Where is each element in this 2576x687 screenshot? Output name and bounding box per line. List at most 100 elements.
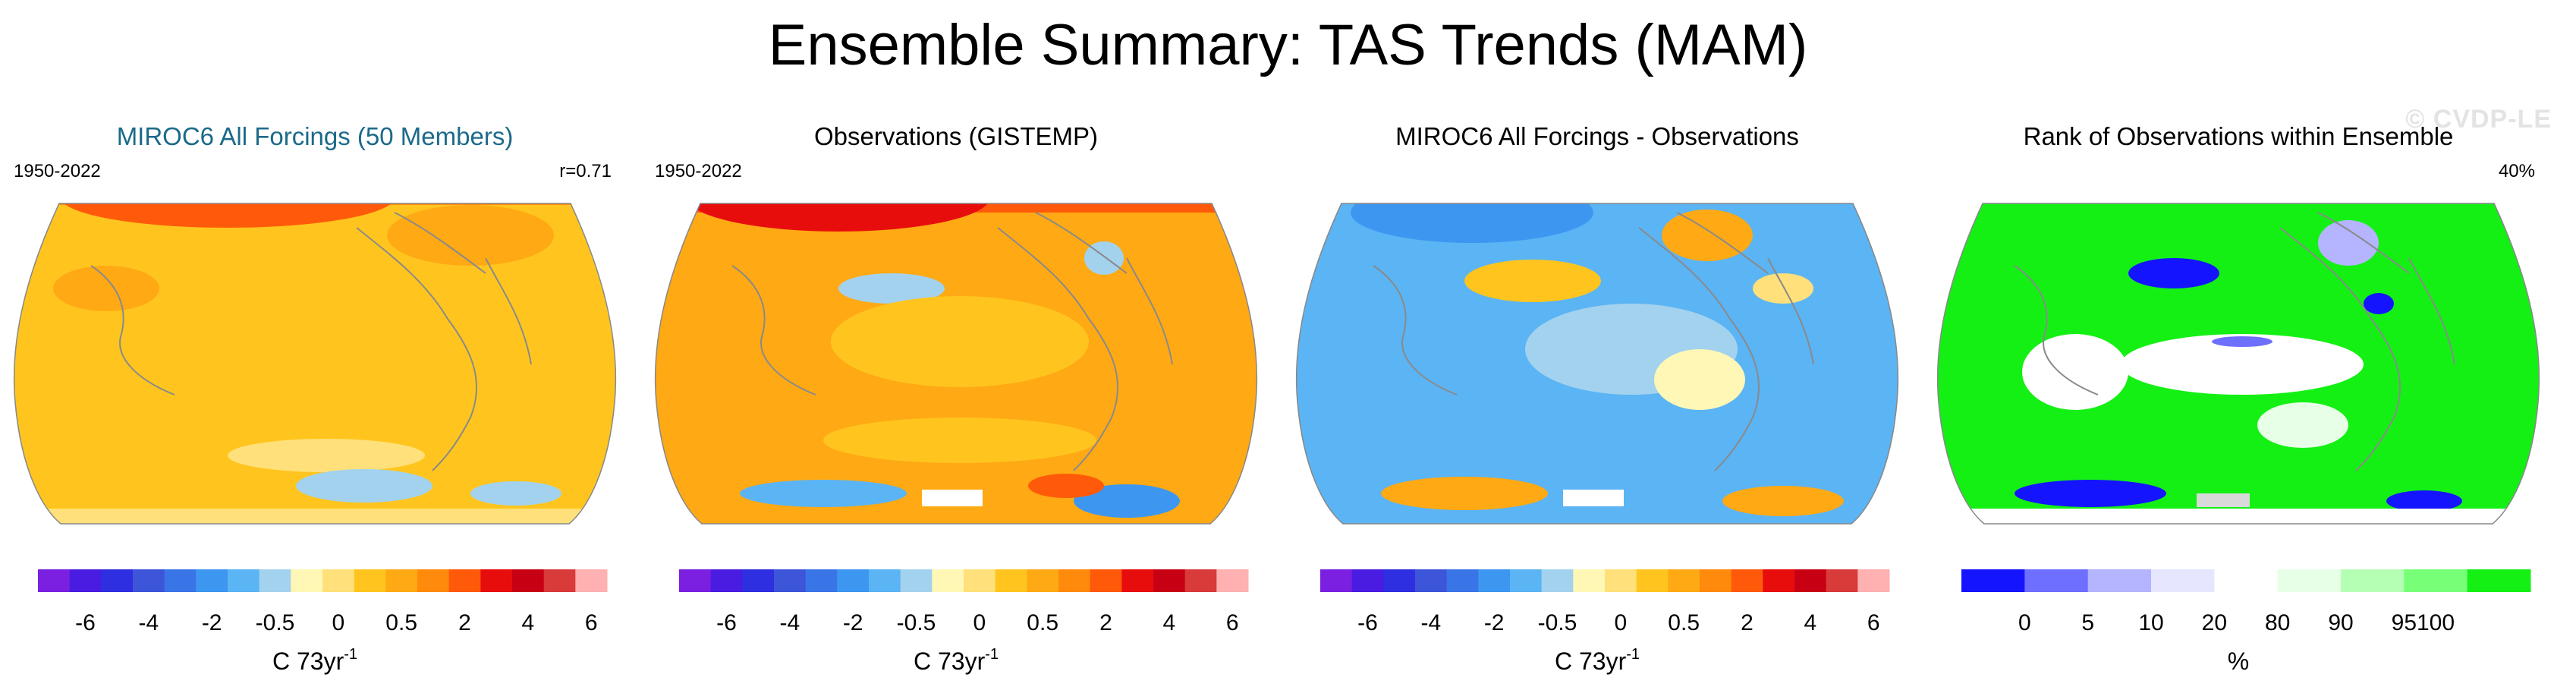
field-asia (53, 266, 159, 311)
colorbar-tick-label: 4 (1804, 610, 1816, 635)
field-atlantic-low-2 (2364, 293, 2394, 314)
field-tropical-pacific (831, 296, 1089, 387)
colorbar-swatch (837, 569, 870, 592)
map-rank (1936, 203, 2540, 525)
map-difference (1295, 203, 1899, 525)
panel-title: Rank of Observations within Ensemble (2023, 122, 2454, 150)
colorbar-swatches (679, 569, 1249, 592)
colorbar-swatch (2151, 569, 2215, 592)
colorbar-tick-label: 6 (585, 610, 598, 635)
colorbar-tick-label: -2 (843, 610, 863, 635)
field-antarctic-low (2015, 480, 2166, 507)
colorbar-swatch (1415, 569, 1448, 592)
colorbar-swatch (69, 569, 102, 592)
colorbar-swatch (228, 569, 260, 592)
panel-model-mean: MIROC6 All Forcings (50 Members) 1950-20… (0, 121, 630, 687)
colorbar-swatch (38, 569, 71, 592)
colorbar-tick-label: 95 (2392, 610, 2417, 635)
colorbar-swatch (679, 569, 712, 592)
colorbar-swatch (512, 569, 545, 592)
colorbar-tick-label: -0.5 (256, 610, 295, 635)
colorbar-swatch (1763, 569, 1795, 592)
colorbar-swatch (932, 569, 964, 592)
field-antarctica (1937, 509, 2540, 524)
field-siberia-warm (687, 203, 990, 232)
colorbar-unit: % (2228, 648, 2249, 675)
colorbar-swatch (1184, 569, 1217, 592)
colorbar-tick-label: 4 (1162, 610, 1175, 635)
map-observations (654, 203, 1258, 525)
colorbar-trend-2: -6 -4 -2 -0.5 0 0.5 2 4 6 C 73yr-1 (679, 569, 1249, 675)
field-pacific-low (2128, 258, 2219, 288)
map-border (654, 203, 1258, 525)
field-missing (1563, 490, 1624, 506)
field-missing (922, 490, 983, 506)
colorbar-swatch (869, 569, 901, 592)
panel-rank: Rank of Observations within Ensemble 40% (1923, 121, 2553, 687)
map-border (1295, 203, 1899, 525)
panel-period: 1950-2022 (655, 161, 742, 181)
colorbar-tick-label: 2 (458, 610, 471, 635)
colorbar-swatch (964, 569, 996, 592)
field-missing (2197, 493, 2250, 507)
field-antarctica (14, 509, 616, 524)
colorbar-swatch (1826, 569, 1858, 592)
colorbar-swatch (1121, 569, 1154, 592)
panel-observations: Observations (GISTEMP) 1950-2022 -6 -4 -2-… (641, 121, 1271, 687)
colorbar-swatch (1700, 569, 1732, 592)
colorbar-unit: C 73yr-1 (1555, 646, 1640, 675)
colorbar-swatches (1320, 569, 1890, 592)
colorbar-tick-label: 5 (2081, 610, 2094, 635)
colorbar-tick-label: 80 (2265, 610, 2290, 635)
colorbar-swatch (291, 569, 323, 592)
map-model-mean (13, 203, 617, 525)
colorbar-swatch (101, 569, 134, 592)
map-border (13, 203, 617, 525)
colorbar-tick-label: -4 (779, 610, 800, 635)
colorbar-swatch (196, 569, 228, 592)
colorbar-tick-label: 6 (1226, 610, 1239, 635)
field-antarctic-low-2 (2386, 490, 2462, 512)
colorbar-ticks: 0 5 10 20 80 90 95 100 (2018, 610, 2455, 635)
colorbar-swatch (1541, 569, 1574, 592)
colorbar-tick-label: 2 (1099, 610, 1112, 635)
field-antarctic-cool-2 (470, 481, 561, 506)
colorbar-tick-label: 6 (1867, 610, 1880, 635)
colorbar-swatch (1058, 569, 1091, 592)
colorbar-ticks: -6 -4 -2 -0.5 0 0.5 2 4 6 (75, 610, 597, 635)
colorbar-tick-label: 0.5 (385, 610, 417, 635)
colorbar-trend-1: -6 -4 -2 -0.5 0 0.5 2 4 6 C 73yr-1 (38, 569, 608, 675)
colorbar-swatch (1731, 569, 1763, 592)
colorbar-ticks: -6 -4 -2 -0.5 0 0.5 2 4 6 (1357, 610, 1879, 635)
colorbar-swatch (2341, 569, 2405, 592)
colorbar-tick-label: 0 (973, 610, 986, 635)
colorbar-swatch (1573, 569, 1606, 592)
coastlines (2014, 212, 2455, 471)
colorbar-swatch (2087, 569, 2152, 592)
colorbar-swatch (1510, 569, 1543, 592)
colorbar-swatch (164, 569, 197, 592)
colorbar-rank: 0 5 10 20 80 90 95 100 % (1961, 569, 2531, 675)
field-south-mid (2257, 402, 2348, 448)
panel-period: 1950-2022 (14, 161, 101, 181)
field-europe (387, 205, 554, 266)
field-antarctic-cool-2 (1074, 484, 1180, 518)
colorbar-swatch (2277, 569, 2342, 592)
colorbar-swatch (1446, 569, 1479, 592)
field-tropical-warm (1654, 349, 1745, 410)
colorbar-tick-label: 0 (1614, 610, 1627, 635)
colorbar-swatch (1153, 569, 1186, 592)
field-tropical-low (2212, 336, 2272, 347)
colorbar-tick-label: -2 (202, 610, 222, 635)
colorbar-swatch (710, 569, 743, 592)
colorbar-swatch (995, 569, 1027, 592)
colorbar-swatch (448, 569, 481, 592)
colorbar-swatch (1351, 569, 1384, 592)
colorbar-swatch (133, 569, 165, 592)
colorbar-swatches (38, 569, 608, 592)
coastlines (1373, 212, 1814, 471)
colorbar-ticks: -6 -4 -2 -0.5 0 0.5 2 4 6 (716, 610, 1238, 635)
field-arctic-warm (61, 203, 395, 228)
field-antarctic-warm-2 (1722, 486, 1844, 516)
panel-title: Observations (GISTEMP) (813, 122, 1099, 150)
